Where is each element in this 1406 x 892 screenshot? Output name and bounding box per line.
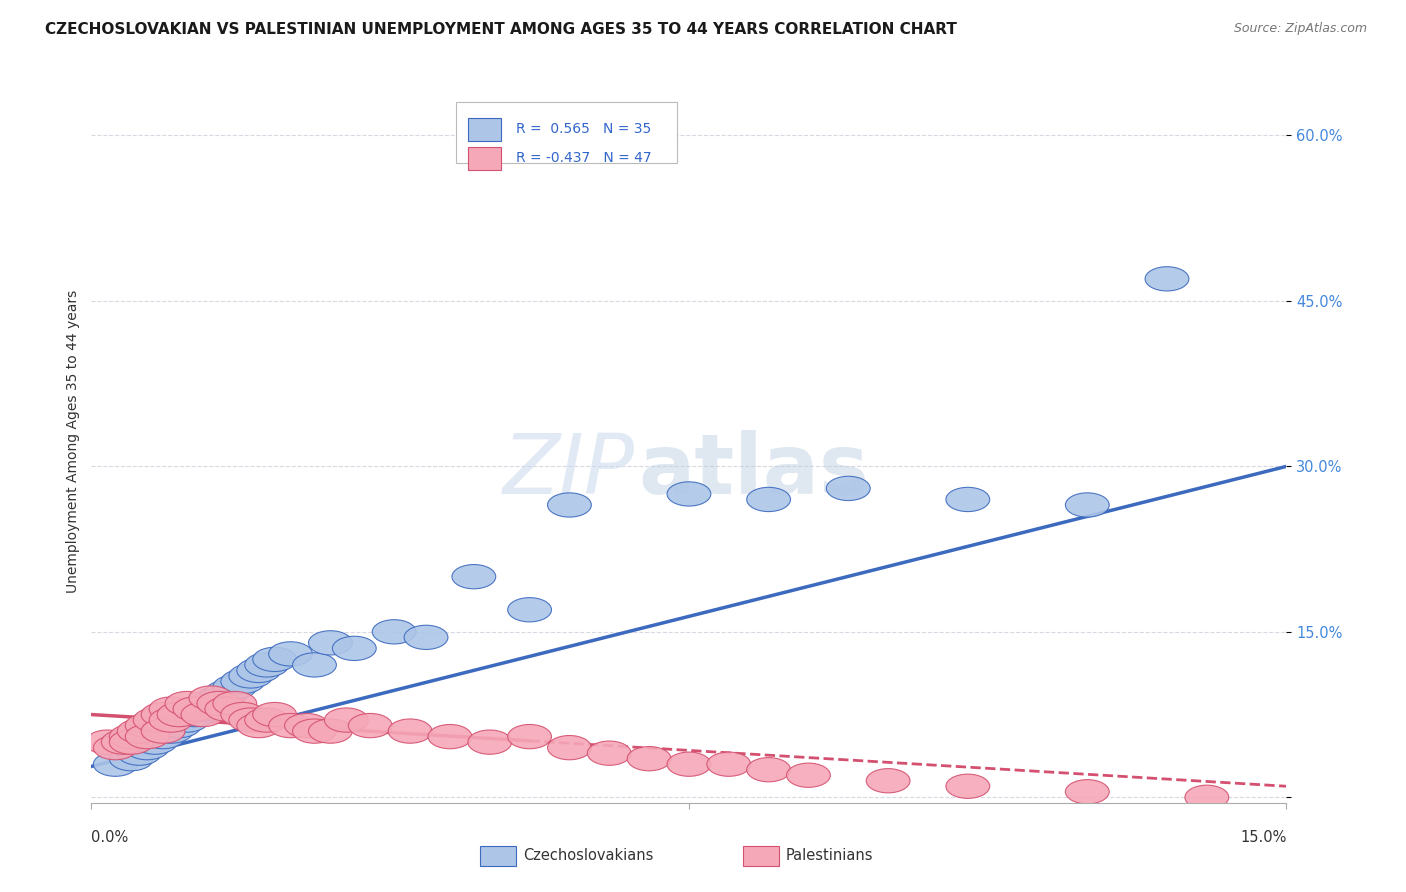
Ellipse shape xyxy=(110,724,153,748)
Text: 0.0%: 0.0% xyxy=(91,830,128,846)
Ellipse shape xyxy=(134,708,177,732)
Ellipse shape xyxy=(269,641,312,666)
Text: CZECHOSLOVAKIAN VS PALESTINIAN UNEMPLOYMENT AMONG AGES 35 TO 44 YEARS CORRELATIO: CZECHOSLOVAKIAN VS PALESTINIAN UNEMPLOYM… xyxy=(45,22,957,37)
Ellipse shape xyxy=(308,631,353,655)
Ellipse shape xyxy=(157,702,201,727)
Ellipse shape xyxy=(125,714,169,738)
Ellipse shape xyxy=(325,708,368,732)
Ellipse shape xyxy=(253,702,297,727)
Ellipse shape xyxy=(212,675,257,699)
Text: 15.0%: 15.0% xyxy=(1240,830,1286,846)
Ellipse shape xyxy=(110,730,153,755)
Ellipse shape xyxy=(468,730,512,755)
Ellipse shape xyxy=(188,686,233,710)
Ellipse shape xyxy=(404,625,449,649)
Ellipse shape xyxy=(245,653,288,677)
FancyBboxPatch shape xyxy=(468,118,502,141)
Ellipse shape xyxy=(229,708,273,732)
Text: R =  0.565   N = 35: R = 0.565 N = 35 xyxy=(516,122,651,136)
Ellipse shape xyxy=(284,714,329,738)
Ellipse shape xyxy=(141,702,186,727)
Ellipse shape xyxy=(547,493,592,517)
Ellipse shape xyxy=(388,719,432,743)
Text: ZIP: ZIP xyxy=(503,430,636,511)
FancyBboxPatch shape xyxy=(456,102,678,163)
Ellipse shape xyxy=(157,714,201,738)
Ellipse shape xyxy=(1066,780,1109,804)
Ellipse shape xyxy=(508,724,551,748)
Ellipse shape xyxy=(547,736,592,760)
Ellipse shape xyxy=(197,691,240,715)
Ellipse shape xyxy=(149,719,193,743)
Ellipse shape xyxy=(197,686,240,710)
Ellipse shape xyxy=(117,719,162,743)
Ellipse shape xyxy=(236,658,281,682)
Ellipse shape xyxy=(666,752,711,776)
Ellipse shape xyxy=(332,636,377,660)
Ellipse shape xyxy=(173,697,217,721)
Ellipse shape xyxy=(245,708,288,732)
Ellipse shape xyxy=(212,691,257,715)
Ellipse shape xyxy=(101,730,145,755)
Ellipse shape xyxy=(134,730,177,755)
FancyBboxPatch shape xyxy=(468,147,502,169)
Ellipse shape xyxy=(747,757,790,782)
Ellipse shape xyxy=(110,747,153,771)
Ellipse shape xyxy=(427,724,472,748)
Ellipse shape xyxy=(125,736,169,760)
Text: Palestinians: Palestinians xyxy=(786,848,873,863)
Ellipse shape xyxy=(86,730,129,755)
Ellipse shape xyxy=(373,620,416,644)
Ellipse shape xyxy=(747,487,790,512)
Ellipse shape xyxy=(1066,493,1109,517)
Ellipse shape xyxy=(165,708,209,732)
FancyBboxPatch shape xyxy=(742,847,779,866)
Ellipse shape xyxy=(1144,267,1189,291)
Ellipse shape xyxy=(205,681,249,705)
Ellipse shape xyxy=(292,719,336,743)
Ellipse shape xyxy=(236,714,281,738)
Ellipse shape xyxy=(253,648,297,672)
Ellipse shape xyxy=(188,691,233,715)
Ellipse shape xyxy=(117,741,162,765)
Ellipse shape xyxy=(93,736,138,760)
FancyBboxPatch shape xyxy=(479,847,516,866)
Ellipse shape xyxy=(149,708,193,732)
Ellipse shape xyxy=(866,769,910,793)
Ellipse shape xyxy=(451,565,496,589)
Text: atlas: atlas xyxy=(638,430,869,511)
Ellipse shape xyxy=(229,664,273,688)
Y-axis label: Unemployment Among Ages 35 to 44 years: Unemployment Among Ages 35 to 44 years xyxy=(66,290,80,593)
Text: Czechoslovakians: Czechoslovakians xyxy=(523,848,654,863)
Text: Source: ZipAtlas.com: Source: ZipAtlas.com xyxy=(1233,22,1367,36)
Ellipse shape xyxy=(149,697,193,721)
Text: R = -0.437   N = 47: R = -0.437 N = 47 xyxy=(516,152,651,165)
Ellipse shape xyxy=(349,714,392,738)
Ellipse shape xyxy=(946,774,990,798)
Ellipse shape xyxy=(173,702,217,727)
Ellipse shape xyxy=(125,724,169,748)
Ellipse shape xyxy=(588,741,631,765)
Ellipse shape xyxy=(292,653,336,677)
Ellipse shape xyxy=(1185,785,1229,809)
Ellipse shape xyxy=(707,752,751,776)
Ellipse shape xyxy=(93,752,138,776)
Ellipse shape xyxy=(627,747,671,771)
Ellipse shape xyxy=(181,702,225,727)
Ellipse shape xyxy=(205,697,249,721)
Ellipse shape xyxy=(269,714,312,738)
Ellipse shape xyxy=(827,476,870,500)
Ellipse shape xyxy=(946,487,990,512)
Ellipse shape xyxy=(786,763,831,788)
Ellipse shape xyxy=(221,702,264,727)
Ellipse shape xyxy=(141,719,186,743)
Ellipse shape xyxy=(221,669,264,694)
Ellipse shape xyxy=(181,697,225,721)
Ellipse shape xyxy=(141,724,186,748)
Ellipse shape xyxy=(508,598,551,622)
Ellipse shape xyxy=(308,719,353,743)
Ellipse shape xyxy=(666,482,711,506)
Ellipse shape xyxy=(165,691,209,715)
